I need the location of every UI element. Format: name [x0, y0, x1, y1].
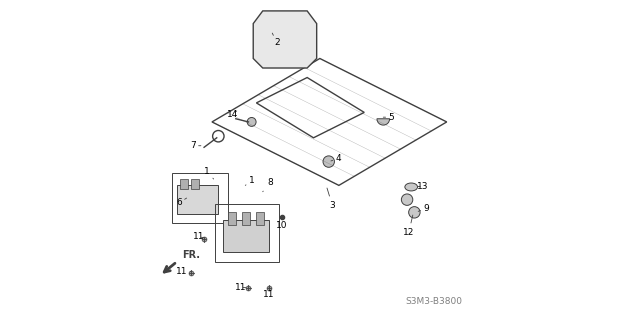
Text: 11: 11: [263, 288, 275, 299]
Circle shape: [401, 194, 413, 205]
Ellipse shape: [405, 183, 418, 191]
Circle shape: [323, 156, 334, 167]
Polygon shape: [253, 11, 317, 68]
Bar: [242, 212, 250, 225]
Text: 13: 13: [417, 181, 429, 190]
Text: 6: 6: [176, 198, 187, 207]
FancyBboxPatch shape: [223, 220, 269, 252]
Text: 7: 7: [190, 141, 201, 150]
FancyBboxPatch shape: [177, 185, 218, 214]
Text: 8: 8: [263, 178, 273, 192]
Bar: [228, 212, 236, 225]
Text: 9: 9: [418, 204, 429, 213]
Text: FR.: FR.: [182, 250, 200, 260]
Text: 10: 10: [276, 217, 288, 229]
Bar: [181, 179, 188, 188]
Text: 2: 2: [272, 33, 280, 47]
Circle shape: [409, 207, 420, 218]
Text: 11: 11: [176, 267, 191, 276]
Text: 4: 4: [331, 154, 341, 163]
Wedge shape: [377, 119, 389, 125]
Circle shape: [247, 117, 256, 126]
Text: 12: 12: [403, 215, 414, 237]
Text: 14: 14: [227, 109, 238, 118]
Text: 1: 1: [204, 167, 214, 179]
Bar: [191, 179, 199, 188]
Text: S3M3-B3800: S3M3-B3800: [406, 297, 463, 306]
Text: 11: 11: [193, 232, 204, 241]
Text: 11: 11: [234, 283, 246, 292]
Text: 3: 3: [327, 188, 335, 211]
Bar: [256, 212, 265, 225]
Text: 5: 5: [383, 113, 394, 122]
Text: 1: 1: [245, 176, 255, 185]
